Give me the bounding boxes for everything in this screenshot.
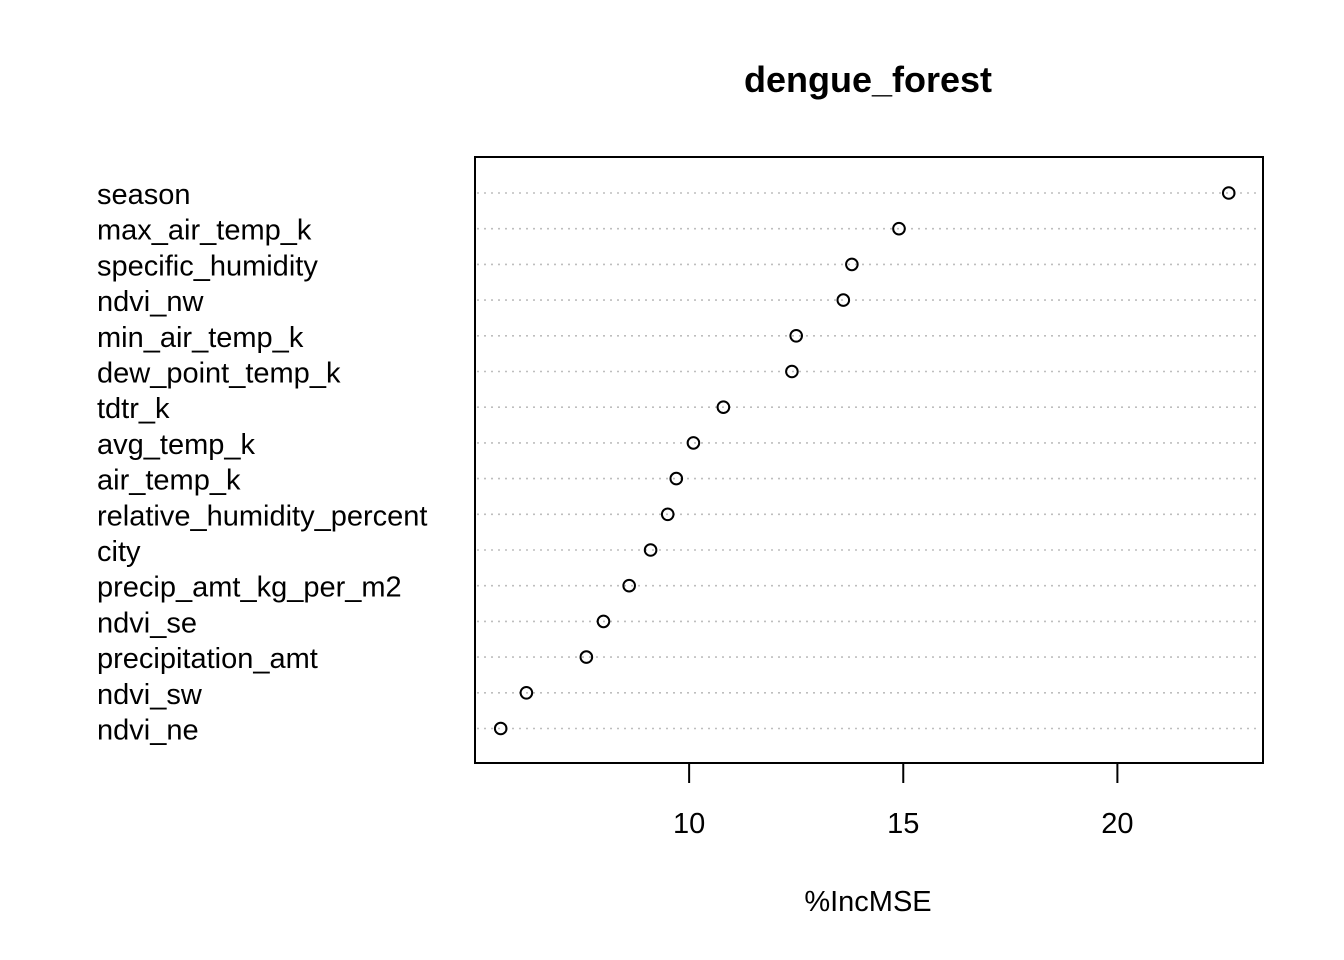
point-avg_temp_k bbox=[686, 436, 701, 450]
chart-title: dengue_forest bbox=[744, 59, 992, 100]
gridlines bbox=[477, 192, 1261, 730]
x-axis: 10 15 20 bbox=[673, 762, 1134, 840]
data-points bbox=[493, 186, 1236, 736]
point-relative_humidity_percent bbox=[660, 507, 675, 522]
variable-label-relative_humidity_percent: relative_humidity_percent bbox=[97, 500, 427, 532]
variable-label-ndvi_se: ndvi_se bbox=[97, 607, 197, 639]
point-tdtr_k bbox=[716, 400, 731, 415]
variable-label-season: season bbox=[97, 179, 191, 211]
x-tick-label-15: 15 bbox=[887, 808, 919, 840]
point-ndvi_ne bbox=[493, 721, 508, 736]
x-axis-label: %IncMSE bbox=[804, 886, 931, 918]
variable-label-avg_temp_k: avg_temp_k bbox=[97, 429, 255, 461]
point-season bbox=[1221, 186, 1236, 200]
point-dew_point_temp_k bbox=[785, 364, 799, 379]
variable-label-air_temp_k: air_temp_k bbox=[97, 465, 241, 497]
variable-label-ndvi_ne: ndvi_ne bbox=[97, 715, 199, 747]
point-min_air_temp_k bbox=[789, 329, 803, 343]
variable-label-dew_point_temp_k: dew_point_temp_k bbox=[97, 358, 341, 390]
variable-label-ndvi_sw: ndvi_sw bbox=[97, 679, 203, 711]
variable-label-city: city bbox=[97, 536, 141, 568]
point-specific_humidity bbox=[845, 257, 859, 272]
variable-label-specific_humidity: specific_humidity bbox=[97, 250, 318, 282]
variable-label-max_air_temp_k: max_air_temp_k bbox=[97, 215, 312, 247]
point-precip_amt_kg_per_m2 bbox=[622, 578, 636, 593]
variable-label-tdtr_k: tdtr_k bbox=[97, 393, 170, 425]
point-air_temp_k bbox=[669, 471, 684, 486]
point-max_air_temp_k bbox=[892, 221, 906, 236]
point-ndvi_se bbox=[596, 614, 611, 629]
point-precipitation_amt bbox=[579, 650, 594, 664]
point-ndvi_sw bbox=[519, 686, 534, 700]
plot-frame bbox=[474, 156, 1264, 764]
variable-label-precipitation_amt: precipitation_amt bbox=[97, 643, 318, 675]
variable-label-min_air_temp_k: min_air_temp_k bbox=[97, 322, 304, 354]
variable-label-ndvi_nw: ndvi_nw bbox=[97, 286, 204, 318]
variable-label-precip_amt_kg_per_m2: precip_amt_kg_per_m2 bbox=[97, 572, 402, 604]
point-city bbox=[643, 543, 658, 557]
variable-labels: season max_air_temp_kspecific_humidityndv… bbox=[97, 179, 427, 747]
x-tick-label-20: 20 bbox=[1101, 808, 1133, 840]
point-ndvi_nw bbox=[836, 293, 851, 307]
x-tick-label-10: 10 bbox=[673, 808, 705, 840]
